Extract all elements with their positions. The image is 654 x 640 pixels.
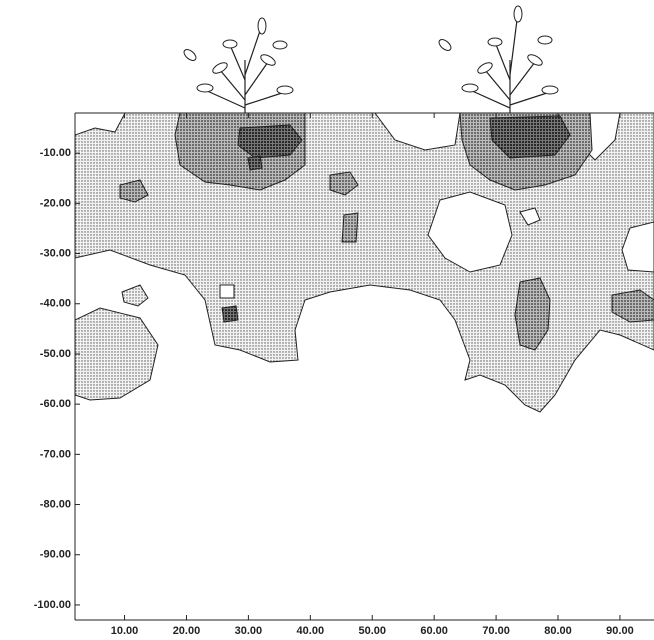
x-tick-label: 40.00 bbox=[297, 625, 325, 637]
y-tick-label: -50.00 bbox=[40, 348, 71, 360]
x-tick-label: 30.00 bbox=[235, 625, 263, 637]
contour-region bbox=[514, 277, 551, 351]
y-tick-label: -40.00 bbox=[40, 298, 71, 310]
contour-region bbox=[329, 171, 359, 196]
x-tick-label: 20.00 bbox=[173, 625, 201, 637]
y-tick-label: -90.00 bbox=[40, 549, 71, 561]
contour-hole bbox=[621, 221, 654, 273]
contour-region bbox=[611, 289, 654, 323]
contour-region bbox=[489, 115, 571, 159]
x-tick-label: 50.00 bbox=[358, 625, 386, 637]
y-tick-label: -70.00 bbox=[40, 448, 71, 460]
contour-region bbox=[119, 179, 149, 203]
y-tick-label: -60.00 bbox=[40, 398, 71, 410]
contour-region bbox=[121, 284, 149, 307]
contour-hole bbox=[427, 191, 513, 273]
y-tick-label: -20.00 bbox=[40, 197, 71, 209]
contour-hole bbox=[219, 284, 235, 299]
contour-hole bbox=[519, 207, 541, 226]
plant bbox=[438, 5, 559, 113]
contour-region bbox=[247, 155, 263, 171]
y-tick-label: -30.00 bbox=[40, 247, 71, 259]
y-tick-label: -80.00 bbox=[40, 498, 71, 510]
contour-region bbox=[341, 212, 359, 243]
x-tick-label: 90.00 bbox=[606, 625, 634, 637]
x-tick-label: 80.00 bbox=[544, 625, 572, 637]
x-tick-label: 10.00 bbox=[111, 625, 139, 637]
y-tick-label: -100.00 bbox=[34, 599, 71, 611]
contour-field bbox=[75, 113, 654, 413]
contour-region bbox=[221, 305, 239, 323]
plant bbox=[183, 17, 294, 113]
x-tick-label: 70.00 bbox=[482, 625, 510, 637]
contour-hole bbox=[75, 113, 126, 136]
y-tick-label: -10.00 bbox=[40, 147, 71, 159]
contour-region bbox=[237, 124, 303, 159]
contour-hole bbox=[374, 113, 461, 151]
contour-region bbox=[75, 307, 159, 401]
x-tick-label: 60.00 bbox=[420, 625, 448, 637]
